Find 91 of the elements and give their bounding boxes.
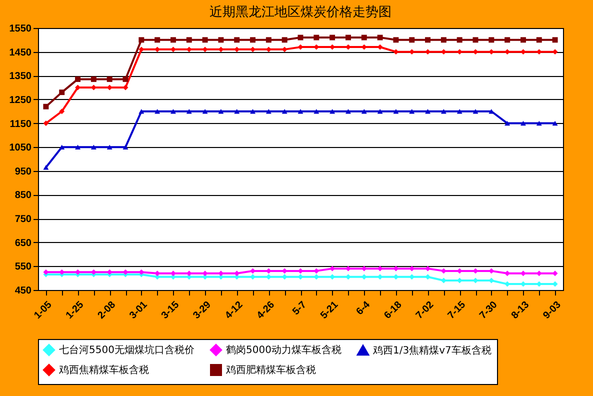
- point: [377, 108, 383, 114]
- point: [536, 120, 542, 126]
- point: [250, 37, 256, 43]
- point: [266, 108, 272, 114]
- point: [154, 108, 160, 114]
- point: [59, 144, 65, 150]
- point: [440, 108, 446, 114]
- y-tick-label: 1350: [9, 71, 32, 82]
- point: [552, 37, 558, 43]
- point: [361, 108, 367, 114]
- y-tick-label: 750: [14, 214, 32, 226]
- point: [202, 37, 208, 43]
- y-tick-label: 1150: [10, 118, 32, 130]
- point: [282, 108, 288, 114]
- x-tick-label: 5-21: [318, 299, 341, 322]
- point: [90, 76, 96, 82]
- y-tick-label: 1050: [9, 142, 32, 154]
- point: [250, 108, 256, 114]
- y-tick-label: 450: [14, 286, 32, 296]
- legend-label: 鸡西焦精煤车板含税: [58, 364, 149, 376]
- point: [186, 37, 192, 43]
- point: [138, 108, 144, 114]
- point: [282, 37, 288, 43]
- point: [409, 108, 415, 114]
- y-tick-label: 650: [14, 238, 32, 249]
- point: [266, 37, 272, 43]
- point: [345, 34, 351, 40]
- point: [504, 120, 510, 126]
- point: [186, 108, 192, 114]
- x-tick-label: 3-01: [128, 299, 150, 322]
- x-tick-label: 3-29: [191, 299, 214, 322]
- point: [409, 37, 415, 43]
- y-tick-label: 1250: [9, 94, 32, 106]
- point: [314, 108, 320, 114]
- legend-label: 鸡西1/3焦精煤v7车板含税: [372, 344, 492, 356]
- point: [361, 34, 367, 40]
- point: [218, 108, 224, 114]
- point: [138, 37, 144, 43]
- point: [170, 37, 176, 43]
- point: [504, 37, 510, 43]
- point: [314, 34, 320, 40]
- point: [90, 144, 96, 150]
- point: [75, 76, 81, 82]
- point: [456, 108, 462, 114]
- point: [472, 37, 478, 43]
- legend-label: 七台河5500无烟煤坑口含税价: [59, 344, 194, 356]
- point: [552, 120, 558, 126]
- point: [520, 120, 526, 126]
- point: [425, 108, 431, 114]
- point: [234, 37, 240, 43]
- point: [106, 76, 112, 82]
- legend-label: 鹤岗5000动力煤车板含税: [226, 344, 342, 356]
- x-tick-label: 5-7: [290, 299, 310, 318]
- point: [536, 37, 542, 43]
- point: [456, 37, 462, 43]
- point: [154, 37, 160, 43]
- x-tick-label: 4-12: [223, 299, 246, 322]
- point: [330, 34, 336, 40]
- point: [393, 37, 399, 43]
- y-tick-label: 850: [14, 190, 32, 202]
- y-tick-label: 1550: [9, 24, 32, 34]
- point: [43, 164, 49, 170]
- point: [122, 76, 128, 82]
- point: [425, 37, 431, 43]
- point: [488, 37, 494, 43]
- chart-title: 近期黑龙江地区煤炭价格走势图: [210, 5, 392, 20]
- point: [440, 37, 446, 43]
- point: [377, 34, 383, 40]
- point: [234, 108, 240, 114]
- point: [59, 108, 65, 114]
- x-tick-label: 6-4: [354, 299, 373, 318]
- point: [425, 274, 431, 280]
- point: [202, 108, 208, 114]
- point: [298, 34, 304, 40]
- point: [43, 104, 49, 110]
- point: [75, 144, 81, 150]
- x-tick-label: 7-30: [478, 299, 500, 322]
- y-tick-label: 950: [14, 166, 32, 178]
- point: [520, 37, 526, 43]
- x-tick-label: 4-26: [255, 299, 278, 322]
- legend-label: 鸡西肥精煤车板含税: [225, 364, 316, 376]
- point: [218, 37, 224, 43]
- point: [330, 108, 336, 114]
- x-tick-label: 6-18: [382, 299, 405, 322]
- y-tick-label: 1450: [9, 47, 32, 58]
- point: [43, 120, 49, 126]
- point: [122, 144, 128, 150]
- point: [59, 90, 65, 96]
- point: [106, 144, 112, 150]
- point: [393, 108, 399, 114]
- y-tick-label: 550: [14, 262, 32, 273]
